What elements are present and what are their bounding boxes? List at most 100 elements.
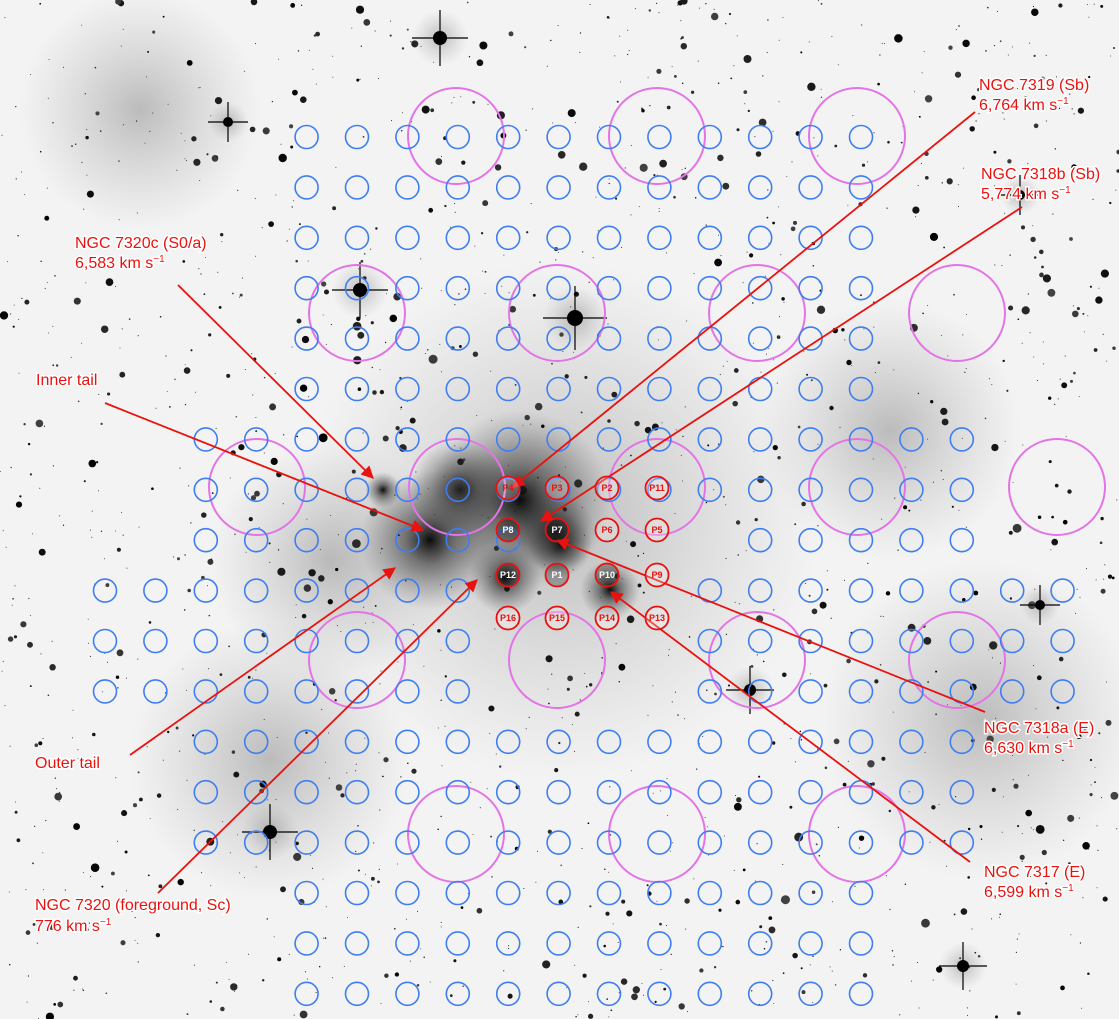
large-aperture xyxy=(608,87,706,185)
small-aperture xyxy=(798,981,823,1007)
star xyxy=(2,530,4,532)
star xyxy=(609,834,612,836)
star xyxy=(200,872,203,874)
star xyxy=(1039,272,1044,278)
star xyxy=(44,287,46,289)
star xyxy=(917,392,920,395)
star xyxy=(460,906,464,909)
star xyxy=(577,1014,579,1016)
small-aperture xyxy=(344,679,370,704)
star xyxy=(1089,285,1092,288)
star xyxy=(199,86,201,89)
star xyxy=(820,3,823,5)
star xyxy=(1016,1011,1021,1016)
small-aperture xyxy=(848,830,874,855)
star xyxy=(1098,287,1100,289)
small-aperture xyxy=(546,225,571,251)
star xyxy=(577,926,579,929)
star xyxy=(542,960,551,969)
arrow-ngc7319 xyxy=(512,111,976,488)
star xyxy=(331,977,333,979)
star xyxy=(962,334,964,336)
star xyxy=(947,704,949,706)
star xyxy=(656,900,658,902)
star xyxy=(1056,76,1057,78)
star xyxy=(1012,523,1022,533)
star xyxy=(184,364,186,366)
star xyxy=(776,382,778,384)
star xyxy=(584,672,586,674)
star xyxy=(263,376,266,379)
star xyxy=(94,66,97,69)
star xyxy=(330,323,333,326)
small-aperture xyxy=(949,830,975,855)
star xyxy=(763,947,766,950)
star xyxy=(666,778,668,780)
star xyxy=(1003,118,1005,120)
star xyxy=(566,687,570,691)
star xyxy=(468,56,471,58)
small-aperture xyxy=(92,628,118,654)
pointing-label: P11 xyxy=(649,483,665,493)
star xyxy=(780,254,782,256)
star xyxy=(693,878,695,880)
star xyxy=(364,873,366,875)
star xyxy=(1115,189,1117,191)
star xyxy=(1099,541,1103,545)
star xyxy=(867,161,869,163)
star xyxy=(190,522,192,524)
small-aperture xyxy=(344,275,370,301)
star xyxy=(193,158,201,166)
star xyxy=(1013,783,1019,789)
star xyxy=(231,750,236,754)
star xyxy=(837,64,839,66)
star xyxy=(537,850,539,852)
star xyxy=(444,204,447,208)
star xyxy=(255,417,257,418)
star xyxy=(1,670,3,672)
small-aperture xyxy=(344,376,370,402)
star xyxy=(653,174,656,177)
star xyxy=(778,206,780,208)
star xyxy=(808,41,810,43)
small-aperture xyxy=(495,729,521,755)
pointing-p16: P16 xyxy=(495,605,521,631)
star xyxy=(360,45,362,47)
small-aperture xyxy=(395,376,420,402)
star xyxy=(131,910,133,912)
small-aperture xyxy=(848,578,874,603)
small-aperture xyxy=(294,477,319,503)
star xyxy=(319,548,321,551)
star xyxy=(199,180,201,181)
star xyxy=(137,658,139,660)
star xyxy=(120,45,122,47)
small-aperture xyxy=(647,376,672,402)
star xyxy=(811,608,818,615)
star xyxy=(718,234,719,236)
star xyxy=(152,30,156,34)
star xyxy=(810,379,813,382)
star xyxy=(489,732,491,734)
star xyxy=(115,286,117,287)
star xyxy=(967,1014,968,1016)
star xyxy=(15,501,23,508)
pointing-ring xyxy=(544,605,570,631)
star xyxy=(778,316,781,318)
star xyxy=(778,101,780,103)
small-aperture xyxy=(395,427,420,452)
star xyxy=(437,828,439,831)
star xyxy=(323,937,325,939)
star xyxy=(355,5,365,14)
small-aperture xyxy=(294,981,319,1007)
star xyxy=(929,232,939,241)
star xyxy=(881,756,886,761)
small-aperture xyxy=(798,729,823,755)
star xyxy=(674,691,676,693)
star xyxy=(743,90,748,94)
star xyxy=(958,509,960,511)
star xyxy=(613,279,615,281)
star xyxy=(295,616,297,619)
star xyxy=(811,890,816,895)
star xyxy=(370,321,374,325)
